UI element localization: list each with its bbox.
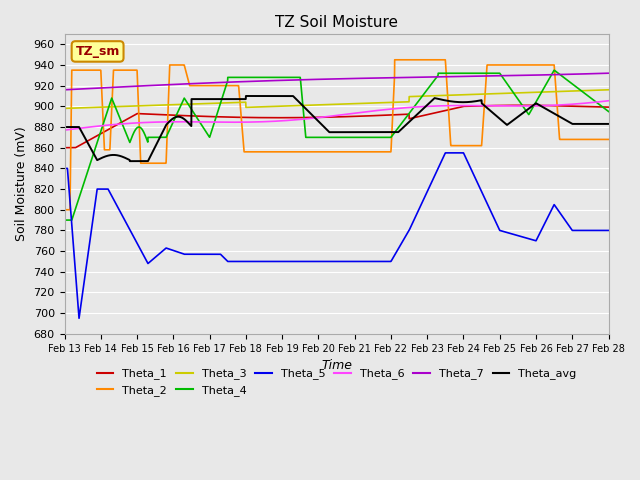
Theta_1 xyxy=(155,112,163,118)
Theta_4 xyxy=(594,101,602,107)
Theta_2 xyxy=(605,136,612,142)
Theta_avg xyxy=(293,97,301,103)
Theta_4 xyxy=(550,67,558,73)
Theta_3 xyxy=(536,89,543,95)
Theta_1 xyxy=(605,104,612,110)
Theta_1 xyxy=(269,115,277,120)
Theta_3 xyxy=(123,103,131,109)
Theta_5 xyxy=(155,251,163,257)
Theta_7 xyxy=(269,78,277,84)
Line: Theta_2: Theta_2 xyxy=(65,60,609,210)
Theta_2 xyxy=(123,67,131,73)
Theta_5 xyxy=(605,228,612,233)
Theta_avg xyxy=(536,102,543,108)
Line: Theta_4: Theta_4 xyxy=(65,70,609,220)
Theta_7 xyxy=(123,84,131,90)
Theta_6 xyxy=(155,119,163,125)
Theta_avg xyxy=(242,93,250,99)
Theta_2 xyxy=(536,62,543,68)
Y-axis label: Soil Moisture (mV): Soil Moisture (mV) xyxy=(15,127,28,241)
Theta_2 xyxy=(391,57,399,63)
Theta_6 xyxy=(123,120,131,126)
Theta_3 xyxy=(61,106,68,111)
Theta_5 xyxy=(61,166,68,171)
Theta_5 xyxy=(595,228,602,233)
Theta_6 xyxy=(269,119,277,124)
Line: Theta_3: Theta_3 xyxy=(65,90,609,108)
Theta_2 xyxy=(293,149,301,155)
Theta_1 xyxy=(536,103,543,108)
Theta_5 xyxy=(536,231,543,237)
Theta_3 xyxy=(269,104,277,109)
Theta_3 xyxy=(293,103,301,108)
Theta_6 xyxy=(605,98,612,104)
Theta_7 xyxy=(155,82,163,88)
Theta_2 xyxy=(594,136,602,142)
Theta_5 xyxy=(269,259,277,264)
Theta_avg xyxy=(126,158,134,164)
Line: Theta_6: Theta_6 xyxy=(65,101,609,130)
Theta_avg xyxy=(605,121,612,127)
Theta_6 xyxy=(536,103,543,108)
Theta_4 xyxy=(269,74,277,80)
Theta_5 xyxy=(76,315,83,321)
Theta_avg xyxy=(155,136,163,142)
Legend: Theta_1, Theta_2, Theta_3, Theta_4, Theta_5, Theta_6, Theta_7, Theta_avg: Theta_1, Theta_2, Theta_3, Theta_4, Thet… xyxy=(92,364,580,400)
Line: Theta_5: Theta_5 xyxy=(65,153,609,318)
Theta_avg xyxy=(595,121,602,127)
Theta_7 xyxy=(605,70,612,76)
X-axis label: Time: Time xyxy=(321,359,352,372)
Theta_7 xyxy=(61,87,68,93)
Theta_5 xyxy=(293,259,301,264)
Theta_2 xyxy=(155,160,163,166)
Theta_3 xyxy=(594,87,602,93)
Theta_3 xyxy=(605,87,612,93)
Theta_avg xyxy=(269,93,277,99)
Theta_7 xyxy=(293,77,301,83)
Text: TZ_sm: TZ_sm xyxy=(76,45,120,58)
Theta_6 xyxy=(594,99,602,105)
Theta_1 xyxy=(594,104,602,110)
Title: TZ Soil Moisture: TZ Soil Moisture xyxy=(275,15,398,30)
Theta_4 xyxy=(123,132,131,137)
Theta_7 xyxy=(536,72,543,78)
Theta_1 xyxy=(123,117,131,122)
Theta_4 xyxy=(155,134,163,140)
Theta_3 xyxy=(155,102,163,108)
Theta_avg xyxy=(61,124,68,130)
Theta_1 xyxy=(293,115,301,120)
Theta_1 xyxy=(516,102,524,108)
Theta_4 xyxy=(536,93,543,99)
Theta_4 xyxy=(61,217,68,223)
Line: Theta_avg: Theta_avg xyxy=(65,96,609,161)
Theta_1 xyxy=(61,145,68,151)
Theta_2 xyxy=(61,207,68,213)
Theta_7 xyxy=(594,71,602,76)
Theta_5 xyxy=(123,221,131,227)
Theta_5 xyxy=(442,150,449,156)
Theta_4 xyxy=(293,74,301,80)
Line: Theta_1: Theta_1 xyxy=(65,105,609,148)
Theta_2 xyxy=(269,149,277,155)
Theta_4 xyxy=(605,108,612,114)
Theta_6 xyxy=(293,117,301,122)
Theta_avg xyxy=(123,156,131,161)
Line: Theta_7: Theta_7 xyxy=(65,73,609,90)
Theta_6 xyxy=(61,127,68,133)
